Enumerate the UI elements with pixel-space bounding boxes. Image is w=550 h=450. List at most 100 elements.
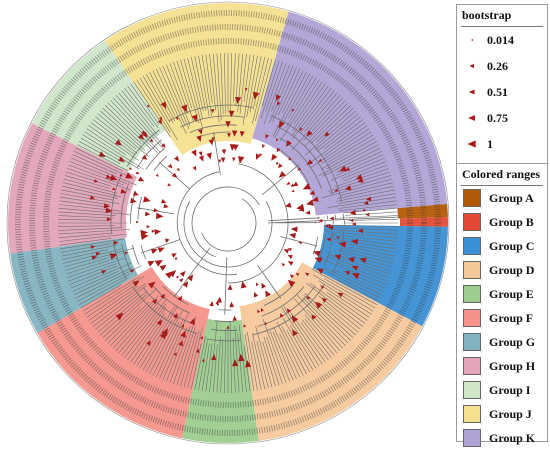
group-legend-item: Group D [457, 258, 547, 282]
bootstrap-node-marker [265, 134, 269, 139]
bootstrap-node-marker [179, 278, 184, 283]
bootstrap-node-marker [288, 157, 292, 161]
bootstrap-node-marker [116, 312, 124, 319]
bootstrap-node-marker [311, 314, 317, 320]
bootstrap-node-marker [227, 284, 233, 290]
bootstrap-node-marker [286, 308, 292, 314]
bootstrap-node-marker [91, 255, 98, 260]
bootstrap-node-marker [95, 252, 101, 256]
bootstrap-node-marker [93, 179, 99, 183]
bootstrap-node-marker [124, 251, 129, 255]
bootstrap-node-marker [105, 207, 113, 214]
bootstrap-node-marker [365, 212, 370, 217]
bootstrap-node-marker [138, 176, 145, 182]
bootstrap-node-marker [177, 295, 183, 302]
bootstrap-node-marker [338, 241, 347, 248]
group-legend-item: Group H [457, 354, 547, 378]
bootstrap-node-marker [357, 228, 363, 234]
bootstrap-node-marker [256, 153, 261, 160]
group-label: Group J [489, 406, 532, 421]
bootstrap-value-label: 0.26 [487, 58, 508, 73]
bootstrap-node-marker [141, 131, 148, 138]
bootstrap-node-marker [344, 185, 352, 191]
bootstrap-node-marker [192, 165, 197, 171]
bootstrap-node-marker [298, 241, 303, 245]
bootstrap-node-marker [229, 301, 235, 308]
bootstrap-node-marker [157, 119, 163, 125]
label-rings [6, 1, 450, 445]
bootstrap-node-marker [189, 317, 195, 325]
group-color-swatch [463, 381, 481, 399]
bootstrap-node-marker [198, 155, 204, 162]
bootstrap-node-marker [292, 181, 299, 187]
bootstrap-node-marker [337, 292, 344, 298]
bootstrap-node-marker [275, 161, 279, 165]
group-label: Group K [489, 430, 536, 445]
bootstrap-node-marker [153, 208, 159, 213]
bootstrap-node-marker [302, 183, 311, 190]
bootstrap-node-marker [359, 257, 367, 264]
group-color-swatch [463, 285, 481, 303]
bootstrap-node-marker [182, 281, 189, 288]
group-label: Group G [489, 334, 536, 349]
bootstrap-node-marker [113, 240, 119, 246]
bootstrap-node-marker [179, 270, 186, 277]
bootstrap-legend-item: 1 [457, 131, 547, 157]
bootstrap-node-marker [109, 174, 118, 181]
tip-label-ring [29, 24, 427, 422]
bootstrap-node-marker [287, 279, 296, 288]
bootstrap-node-marker [339, 165, 348, 172]
bootstrap-node-marker [264, 321, 268, 325]
bootstrap-node-marker [175, 275, 179, 279]
group-legend-item: Group K [457, 426, 547, 450]
bootstrap-node-marker [238, 156, 245, 164]
bootstrap-node-marker [160, 101, 167, 109]
bootstrap-node-marker [120, 188, 127, 194]
bootstrap-legend-item: 0.014 [457, 27, 547, 53]
bootstrap-node-marker [286, 181, 291, 185]
bootstrap-node-marker [174, 257, 178, 261]
bootstrap-node-marker [174, 155, 179, 162]
bootstrap-node-marker [143, 196, 151, 203]
bootstrap-legend-item: 0.51 [457, 79, 547, 105]
bootstrap-node-marker [195, 348, 200, 353]
bootstrap-node-marker [345, 167, 350, 171]
group-label: Group I [489, 382, 531, 397]
group-label: Group C [489, 238, 535, 253]
group-legend-list: Group A Group B Group C Group D Group E Group… [457, 186, 547, 450]
bootstrap-node-marker [133, 191, 139, 196]
bootstrap-node-marker [295, 272, 300, 277]
bootstrap-node-marker [171, 172, 178, 178]
bootstrap-node-marker [114, 139, 123, 146]
group-legend-item: Group G [457, 330, 547, 354]
bootstrap-node-marker [284, 202, 292, 208]
bootstrap-node-marker [260, 307, 264, 312]
bootstrap-node-marker [109, 253, 118, 260]
bootstrap-node-marker [277, 163, 283, 169]
bootstrap-node-marker [291, 108, 295, 112]
group-color-swatch [463, 237, 481, 255]
bootstrap-node-marker [208, 139, 214, 146]
bootstrap-node-marker [320, 285, 325, 289]
bootstrap-node-marker [357, 177, 364, 183]
bootstrap-node-marker [228, 110, 235, 118]
circular-phylogenetic-tree [6, 1, 450, 445]
bootstrap-node-marker [147, 260, 155, 267]
bootstrap-node-marker [172, 312, 178, 319]
group-label: Group A [489, 190, 534, 205]
bootstrap-node-marker [146, 225, 151, 229]
bootstrap-node-marker [316, 268, 324, 274]
bootstrap-node-marker [119, 173, 123, 177]
legend-divider [461, 26, 543, 27]
bootstrap-node-marker [232, 130, 238, 137]
bootstrap-node-marker [305, 272, 310, 277]
bootstrap-node-marker [305, 210, 311, 215]
bootstrap-node-marker [112, 187, 116, 191]
bootstrap-node-marker [335, 236, 339, 239]
bootstrap-node-marker [289, 232, 296, 239]
bootstrap-node-marker [306, 296, 311, 300]
bootstrap-node-marker [351, 239, 359, 245]
group-legend-item: Group F [457, 306, 547, 330]
bootstrap-node-marker [297, 167, 302, 171]
bootstrap-node-marker [221, 149, 227, 155]
